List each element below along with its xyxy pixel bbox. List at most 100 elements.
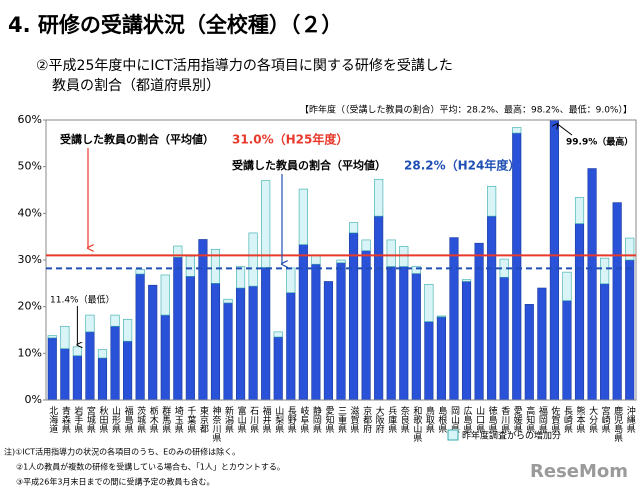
- bar-segment: [110, 325, 120, 401]
- bar-segment: [60, 325, 70, 349]
- bar-segment: [311, 255, 321, 265]
- footnote: ③平成26年3月末日までの間に受講予定の教員も含む。: [16, 477, 214, 487]
- bar-segment: [236, 266, 246, 289]
- x-tick-label: 秋田県: [97, 405, 108, 434]
- bar-segment: [135, 273, 145, 401]
- bar-segment: [449, 237, 459, 401]
- x-tick-label: 静岡県: [311, 405, 322, 434]
- bar-segment: [323, 281, 334, 401]
- bar-segment: [600, 257, 610, 285]
- bar-segment: [411, 266, 421, 274]
- x-tick-label: 青森県: [60, 405, 71, 434]
- bar-segment: [361, 239, 371, 251]
- bar-segment: [60, 348, 70, 401]
- bar-segment: [562, 271, 572, 301]
- bar-segment: [286, 292, 296, 401]
- x-tick-label: 山梨県: [273, 406, 284, 434]
- bar-segment: [348, 222, 359, 234]
- bar-segment: [436, 316, 446, 401]
- x-tick-label: 長野県: [286, 406, 297, 434]
- bar-segment: [562, 300, 572, 401]
- bar-segment: [374, 178, 384, 217]
- x-tick-label: 滋賀県: [349, 405, 360, 434]
- bar-segment: [185, 276, 195, 401]
- bar-segment: [248, 285, 258, 401]
- x-tick-label: 群馬県: [160, 405, 171, 434]
- bar-segment: [72, 355, 82, 401]
- y-tick-label: 50%: [18, 160, 42, 173]
- x-tick-label: 石川県: [248, 406, 259, 434]
- bar-segment: [587, 168, 597, 401]
- bar-segment: [537, 287, 547, 401]
- x-tick-label: 高知県: [524, 405, 535, 434]
- bar-segment: [399, 246, 409, 267]
- y-tick-label: 30%: [18, 253, 42, 266]
- bar-segment: [198, 239, 208, 401]
- bar-segment: [574, 223, 585, 401]
- bar-segment: [487, 215, 497, 401]
- bar-segment: [85, 314, 95, 333]
- x-tick-label: 埼玉県: [173, 405, 184, 434]
- legend-swatch: [447, 429, 459, 441]
- bar-segment: [135, 269, 145, 275]
- bar-segment: [261, 180, 271, 268]
- bar-segment: [273, 331, 283, 338]
- x-tick-label: 熊本県: [575, 405, 586, 434]
- bar-segment: [348, 232, 359, 401]
- bar-segment: [424, 283, 434, 322]
- x-tick-label: 愛媛県: [512, 405, 523, 434]
- title: 4. 研修の受講状況（全校種）（２）: [8, 13, 342, 37]
- subtitle: 教員の割合（都道府県別）: [52, 77, 220, 94]
- bar-segment: [123, 318, 133, 342]
- bar-segment: [160, 274, 170, 316]
- x-tick-label: 大阪府: [374, 405, 385, 434]
- x-tick-label: 福井県: [261, 405, 272, 434]
- x-tick-label: 岐阜県: [298, 405, 309, 434]
- bar-segment: [461, 281, 472, 401]
- bar-segment: [47, 335, 57, 339]
- annotation: 11.4%（最低）: [50, 294, 115, 306]
- x-tick-label: 佐賀県: [549, 405, 560, 434]
- x-tick-label: 福岡県: [537, 405, 548, 434]
- bar-segment: [474, 242, 484, 401]
- bar-segment: [549, 120, 559, 401]
- x-tick-label: 山形県: [110, 406, 121, 434]
- bar-segment: [248, 232, 258, 287]
- bar-segment: [524, 304, 534, 401]
- bar-segment: [512, 132, 522, 401]
- reference-value: 31.0%（H25年度）: [232, 132, 348, 147]
- x-tick-label: 奈良県: [399, 405, 410, 434]
- x-tick-label: 山口県: [474, 406, 485, 434]
- x-tick-label: 広島県: [462, 405, 473, 434]
- x-tick-label: 宮城県: [85, 405, 96, 434]
- bar-segment: [223, 302, 233, 401]
- bar-segment: [625, 259, 635, 401]
- x-tick-label: 新潟県: [223, 405, 234, 434]
- bar-segment: [336, 259, 346, 264]
- bar-segment: [386, 239, 396, 267]
- x-tick-label: 岩手県: [72, 405, 83, 434]
- x-tick-label: 大分県: [587, 405, 598, 434]
- x-tick-label: 北海道: [47, 406, 58, 434]
- footnote: 注)①ICT活用指導力の状況の各項目のうち、Eのみの研修は除く。: [4, 447, 240, 457]
- legend-label: 昨年度調査からの増加分: [462, 430, 561, 442]
- annotation-arrow: [557, 124, 573, 136]
- bar-segment: [411, 273, 421, 401]
- bar-segment: [173, 245, 183, 258]
- x-tick-label: 富山県: [236, 405, 247, 434]
- x-tick-label: 岡山県: [449, 406, 460, 434]
- x-tick-label: 愛知県: [323, 405, 334, 434]
- bar-segment: [311, 263, 321, 401]
- bar-segment: [72, 346, 82, 356]
- bar-segment: [487, 185, 497, 217]
- bar-segment: [97, 357, 108, 401]
- x-tick-label: 東京都: [198, 405, 209, 434]
- y-tick-label: 20%: [18, 300, 42, 313]
- x-tick-label: 鳥取県: [424, 405, 435, 434]
- subtitle: ②平成25年度中にICT活用指導力の各項目に関する研修を受講した: [36, 58, 453, 74]
- bar-segment: [47, 337, 57, 401]
- watermark: ReseMom: [530, 461, 628, 482]
- note-top: 【昨年度（（受講した教員の割合）平均：28.2%、最高：98.2%、最低：9.0…: [300, 104, 632, 116]
- bar-segment: [148, 284, 158, 401]
